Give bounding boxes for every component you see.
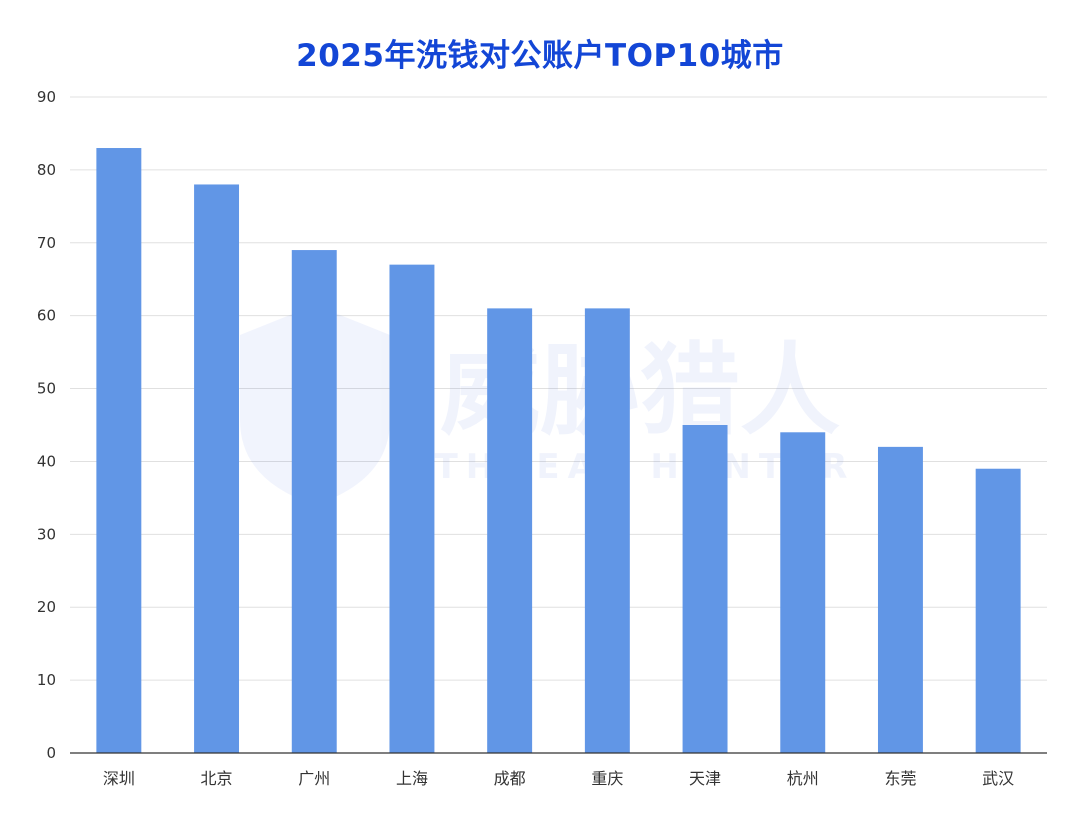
bar-0: [96, 148, 142, 753]
bar-4: [487, 308, 533, 753]
x-category-label: 天津: [689, 769, 721, 788]
bar-9: [975, 468, 1021, 753]
bar-7: [780, 432, 826, 753]
x-category-label: 北京: [201, 769, 233, 788]
y-tick-label: 70: [37, 234, 56, 252]
x-category-label: 杭州: [787, 769, 819, 788]
x-category-label: 广州: [298, 769, 330, 788]
y-tick-label: 50: [37, 380, 56, 398]
y-tick-label: 90: [37, 88, 56, 106]
y-tick-label: 10: [37, 671, 56, 689]
y-tick-label: 60: [37, 307, 56, 325]
bar-2: [291, 250, 337, 754]
y-tick-label: 80: [37, 161, 56, 179]
y-axis-ticks: 0 10 20 30 40 50 60 70 80 90: [37, 88, 56, 762]
bar-1: [194, 184, 240, 753]
x-category-label: 武汉: [982, 769, 1014, 788]
y-tick-label: 40: [37, 452, 56, 470]
chart-title: 2025年洗钱对公账户TOP10城市: [296, 38, 784, 74]
bar-3: [389, 264, 435, 753]
x-category-label: 深圳: [103, 769, 135, 788]
x-axis-labels: 深圳 北京 广州 上海 成都 重庆 天津 杭州 东莞 武汉: [103, 769, 1014, 788]
y-tick-label: 30: [37, 525, 56, 543]
bar-6: [682, 425, 728, 753]
x-category-label: 成都: [494, 769, 526, 788]
bar-5: [584, 308, 630, 753]
bars: [96, 148, 1021, 754]
x-category-label: 上海: [396, 769, 428, 788]
x-category-label: 重庆: [591, 769, 623, 788]
bar-8: [877, 446, 923, 753]
x-category-label: 东莞: [884, 769, 916, 788]
y-tick-label: 0: [46, 744, 56, 762]
y-tick-label: 20: [37, 598, 56, 616]
